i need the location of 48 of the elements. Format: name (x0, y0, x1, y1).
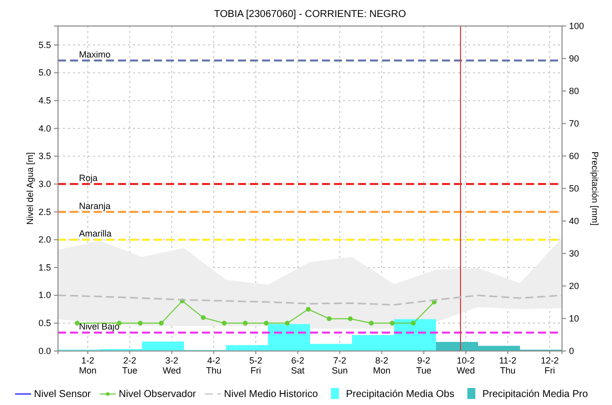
y-tick-label: 0.5 (38, 318, 51, 328)
y-tick-label: 1.5 (38, 262, 51, 272)
x-tick-label: 12-2 Fri (540, 355, 559, 376)
x-tick-label: 3-2 Wed (162, 355, 181, 376)
y-tick-label: 0.0 (38, 346, 51, 356)
legend-label: Nivel Sensor (34, 389, 92, 400)
y2-axis-title: Precipitación [mm] (590, 151, 600, 226)
y2-tick-label: 20 (569, 280, 580, 291)
x-tick-label: 9-2 Tue (416, 355, 432, 376)
x-tick-label: 10-2 Wed (456, 355, 475, 376)
ref-line-label: Roja (79, 173, 98, 184)
y2-tick-label: 100 (569, 20, 584, 31)
y-tick-label: 2.5 (38, 206, 51, 217)
y2-tick-label: 70 (569, 118, 580, 128)
y-tick-label: 3.5 (38, 151, 51, 162)
y-tick-label: 5.0 (38, 68, 51, 78)
y2-tick-label: 30 (569, 248, 580, 258)
y-tick-label: 5.5 (38, 40, 51, 50)
y2-tick-label: 90 (569, 53, 580, 64)
y-axis-title: Nivel del Agua [m] (25, 152, 35, 225)
y2-tick-label: 10 (569, 313, 580, 324)
x-tick-label: 1-2 Mon (78, 355, 97, 376)
x-tick-label: 8-2 Mon (372, 355, 391, 376)
ref-line-label: Naranja (79, 200, 111, 211)
x-tick-label: 11-2 Thu (499, 355, 516, 376)
y-tick-label: 4.0 (38, 123, 51, 134)
legend-label: Nivel Observador (118, 389, 197, 400)
legend-label: Precipitación Media Pro (482, 389, 588, 400)
x-tick-label: 5-2 Fri (249, 355, 262, 376)
y2-tick-label: 50 (569, 183, 580, 194)
legend-label: Precipitación Media Obs (346, 389, 454, 400)
x-tick-label: 2-2 Tue (122, 355, 138, 376)
y-tick-label: 1.0 (38, 290, 51, 300)
y2-tick-label: 0 (569, 346, 574, 356)
x-tick-label: 7-2 Sun (332, 355, 348, 376)
ref-line-label: Maximo (79, 50, 111, 60)
y2-tick-label: 40 (569, 216, 580, 226)
y-tick-label: 2.0 (38, 234, 51, 245)
ref-line-label: Nivel Bajo (79, 322, 120, 332)
ref-line-label: Amarilla (79, 228, 112, 239)
legend-label: Nivel Medio Historico (224, 389, 318, 400)
y2-tick-label: 60 (569, 150, 580, 161)
y-tick-label: 4.5 (38, 95, 51, 106)
y2-tick-label: 80 (569, 86, 580, 96)
chart-title: TOBIA [23067060] - CORRIENTE: NEGRO (214, 9, 406, 20)
x-tick-label: 6-2 Sat (290, 355, 305, 376)
x-tick-label: 4-2 Thu (206, 355, 222, 376)
y-tick-label: 3.0 (38, 178, 51, 189)
